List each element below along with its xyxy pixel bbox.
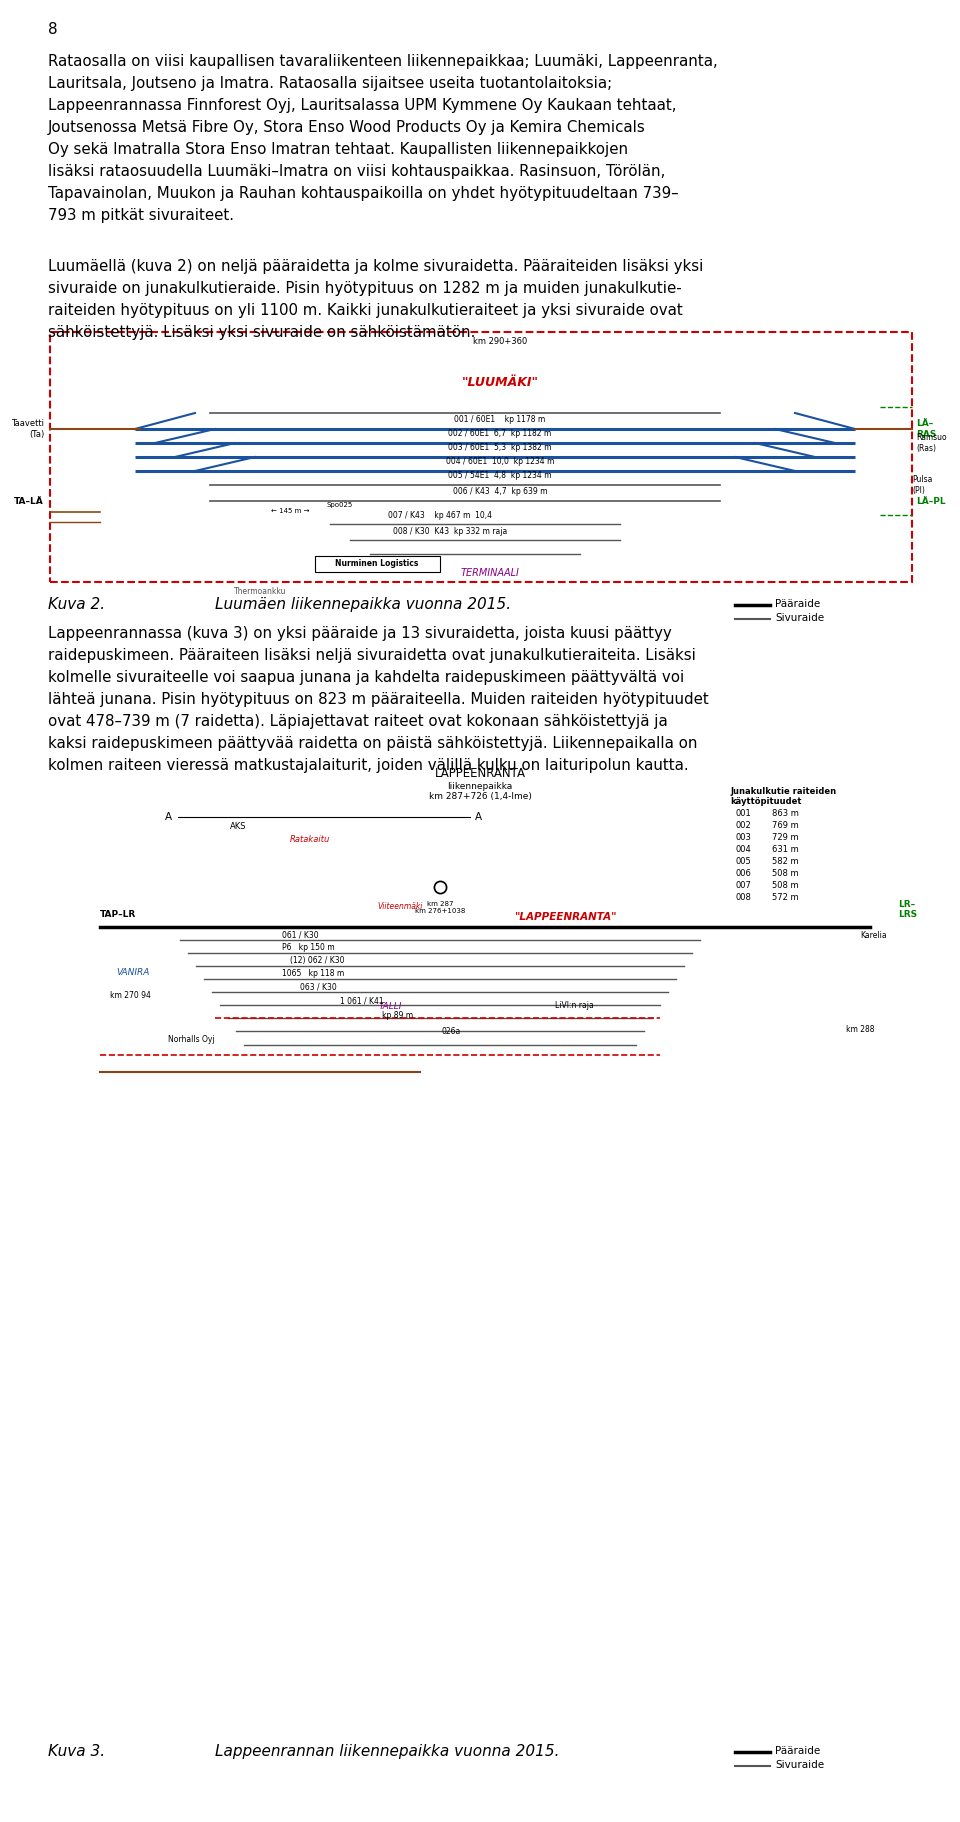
Text: 005 / 54E1  4,8  kp 1234 m: 005 / 54E1 4,8 kp 1234 m [448,472,552,479]
Text: 008: 008 [735,893,751,902]
Text: Thermoankku: Thermoankku [233,587,286,596]
Text: "LUUMÄKI": "LUUMÄKI" [462,375,539,388]
Text: 729 m: 729 m [772,833,799,842]
Text: 572 m: 572 m [772,893,799,902]
Text: Pääraide: Pääraide [775,1745,820,1756]
Text: raidepuskimeen. Pääraiteen lisäksi neljä sivuraidetta ovat junakulkutieraiteita.: raidepuskimeen. Pääraiteen lisäksi neljä… [48,649,696,663]
Text: 863 m: 863 m [772,809,799,818]
Text: 003 / 60E1  5,3  kp 1382 m: 003 / 60E1 5,3 kp 1382 m [448,443,552,452]
Text: LÄ–PL: LÄ–PL [916,497,946,505]
Text: km 270 94: km 270 94 [110,991,151,1000]
Text: Karelia: Karelia [860,931,887,940]
Text: Luumäellä (kuva 2) on neljä pääraidetta ja kolme sivuraidetta. Pääraiteiden lisä: Luumäellä (kuva 2) on neljä pääraidetta … [48,259,704,273]
Text: 006: 006 [735,869,751,878]
Text: km 287+726 (1,4-lme): km 287+726 (1,4-lme) [428,793,532,802]
Text: 002 / 60E1  6,7  kp 1182 m: 002 / 60E1 6,7 kp 1182 m [448,428,552,437]
Text: 002: 002 [735,822,751,831]
Text: kolmelle sivuraiteelle voi saapua junana ja kahdelta raidepuskimeen päättyvältä : kolmelle sivuraiteelle voi saapua junana… [48,670,684,685]
Text: 026a: 026a [442,1026,461,1035]
Text: LiVI:n raja: LiVI:n raja [555,1000,593,1009]
Bar [50,332,912,581]
Text: Lauritsala, Joutseno ja Imatra. Rataosalla sijaitsee useita tuotantolaitoksia;: Lauritsala, Joutseno ja Imatra. Rataosal… [48,77,612,91]
Text: LAPPEENRANTA: LAPPEENRANTA [435,767,525,780]
Text: 769 m: 769 m [772,822,799,831]
Text: Tapavainolan, Muukon ja Rauhan kohtauspaikoilla on yhdet hyötypituudeltaan 739–: Tapavainolan, Muukon ja Rauhan kohtauspa… [48,186,679,200]
Text: 007 / K43    kp 467 m  10,4: 007 / K43 kp 467 m 10,4 [388,510,492,519]
Text: sähköistettyjä. Lisäksi yksi sivuraide on sähköistämätön.: sähköistettyjä. Lisäksi yksi sivuraide o… [48,324,475,341]
Text: TERMINAALI: TERMINAALI [461,568,519,578]
Text: kp 89 m: kp 89 m [382,1011,413,1020]
Text: P6   kp 150 m: P6 kp 150 m [282,942,335,951]
Text: Sivuraide: Sivuraide [775,612,824,623]
Text: 004 / 60E1  10,0  kp 1234 m: 004 / 60E1 10,0 kp 1234 m [445,457,554,466]
Text: ovat 478–739 m (7 raidetta). Läpiajettavat raiteet ovat kokonaan sähköistettyjä : ovat 478–739 m (7 raidetta). Läpiajettav… [48,714,668,729]
Text: LR–
LRS: LR– LRS [898,900,917,918]
Text: 004: 004 [735,845,751,855]
Text: Joutsenossa Metsä Fibre Oy, Stora Enso Wood Products Oy ja Kemira Chemicals: Joutsenossa Metsä Fibre Oy, Stora Enso W… [48,120,646,135]
Text: 631 m: 631 m [772,845,799,855]
Text: VANIRA: VANIRA [116,967,150,977]
Text: TA–LÄ: TA–LÄ [14,497,44,505]
Text: raiteiden hyötypituus on yli 1100 m. Kaikki junakulkutieraiteet ja yksi sivuraid: raiteiden hyötypituus on yli 1100 m. Kai… [48,302,683,319]
Text: Lappeenrannan liikennepaikka vuonna 2015.: Lappeenrannan liikennepaikka vuonna 2015… [215,1744,560,1758]
Text: lähteä junana. Pisin hyötypituus on 823 m pääraiteella. Muiden raiteiden hyötypi: lähteä junana. Pisin hyötypituus on 823 … [48,692,708,707]
Text: 005: 005 [735,856,751,865]
Text: 508 m: 508 m [772,869,799,878]
Bar [315,556,440,572]
Text: A: A [165,813,172,822]
Text: 063 / K30: 063 / K30 [300,982,337,991]
Text: Spo025: Spo025 [326,503,353,508]
Text: Pulsa
(Pl): Pulsa (Pl) [912,476,932,496]
Text: Sivuraide: Sivuraide [775,1760,824,1769]
Text: 003: 003 [735,833,751,842]
Text: Oy sekä Imatralla Stora Enso Imatran tehtaat. Kaupallisten liikennepaikkojen: Oy sekä Imatralla Stora Enso Imatran teh… [48,142,628,157]
Text: km 290+360: km 290+360 [473,337,527,346]
Text: sivuraide on junakulkutieraide. Pisin hyötypituus on 1282 m ja muiden junakulkut: sivuraide on junakulkutieraide. Pisin hy… [48,281,682,295]
Text: liikennepaikka: liikennepaikka [447,782,513,791]
Text: Lappeenrannassa Finnforest Oyj, Lauritsalassa UPM Kymmene Oy Kaukaan tehtaat,: Lappeenrannassa Finnforest Oyj, Lauritsa… [48,98,677,113]
Text: Rainsuo
(Ras): Rainsuo (Ras) [916,434,947,452]
Text: Viiteenmäki: Viiteenmäki [377,902,422,911]
Text: Lappeenrannassa (kuva 3) on yksi pääraide ja 13 sivuraidetta, joista kuusi päätt: Lappeenrannassa (kuva 3) on yksi pääraid… [48,627,672,641]
Text: 8: 8 [48,22,58,36]
Text: Norhalls Oyj: Norhalls Oyj [168,1035,215,1044]
Text: 1065   kp 118 m: 1065 kp 118 m [282,969,345,977]
Text: lisäksi rataosuudella Luumäki–Imatra on viisi kohtauspaikkaa. Rasinsuon, Törölän: lisäksi rataosuudella Luumäki–Imatra on … [48,164,665,179]
Text: 793 m pitkät sivuraiteet.: 793 m pitkät sivuraiteet. [48,208,234,222]
Text: 006 / K43  4,7  kp 639 m: 006 / K43 4,7 kp 639 m [453,486,547,496]
Text: ← 145 m →: ← 145 m → [271,508,309,514]
Text: km 287
km 276+1038: km 287 km 276+1038 [415,902,466,915]
Text: LÄ–
RAS: LÄ– RAS [916,419,936,439]
Text: Rataosalla on viisi kaupallisen tavaraliikenteen liikennepaikkaa; Luumäki, Lappe: Rataosalla on viisi kaupallisen tavarali… [48,55,718,69]
Text: 508 m: 508 m [772,882,799,889]
Text: 001: 001 [735,809,751,818]
Text: 061 / K30: 061 / K30 [282,931,319,940]
Text: Ratakaitu: Ratakaitu [290,834,330,844]
Text: km 288: km 288 [846,1026,875,1035]
Text: kaksi raidepuskimeen päättyvää raidetta on päistä sähköistettyjä. Liikennepaikal: kaksi raidepuskimeen päättyvää raidetta … [48,736,698,751]
Text: Luumäen liikennepaikka vuonna 2015.: Luumäen liikennepaikka vuonna 2015. [215,598,511,612]
Text: kolmen raiteen vieressä matkustajalaiturit, joiden välillä kulku on laituripolun: kolmen raiteen vieressä matkustajalaitur… [48,758,688,773]
Text: Pääraide: Pääraide [775,599,820,609]
Text: Nurminen Logistics: Nurminen Logistics [335,559,419,568]
Text: 007: 007 [735,882,751,889]
Text: AKS: AKS [229,822,247,831]
Text: A: A [475,813,482,822]
Text: Kuva 3.: Kuva 3. [48,1744,106,1758]
Text: TAP–LR: TAP–LR [100,909,136,918]
Text: "LAPPEENRANTA": "LAPPEENRANTA" [514,913,616,922]
Text: 008 / K30  K43  kp 332 m raja: 008 / K30 K43 kp 332 m raja [393,527,507,536]
Text: (12) 062 / K30: (12) 062 / K30 [290,955,345,964]
Text: 1 061 / K41: 1 061 / K41 [340,997,384,1006]
Text: Taavetti
(Ta): Taavetti (Ta) [11,419,44,439]
Text: 582 m: 582 m [772,856,799,865]
Text: 001 / 60E1    kp 1178 m: 001 / 60E1 kp 1178 m [454,415,545,425]
Text: Kuva 2.: Kuva 2. [48,598,106,612]
Text: TALLI: TALLI [378,1002,401,1011]
Text: Junakulkutie raiteiden
käyttöpituudet: Junakulkutie raiteiden käyttöpituudet [730,787,836,807]
